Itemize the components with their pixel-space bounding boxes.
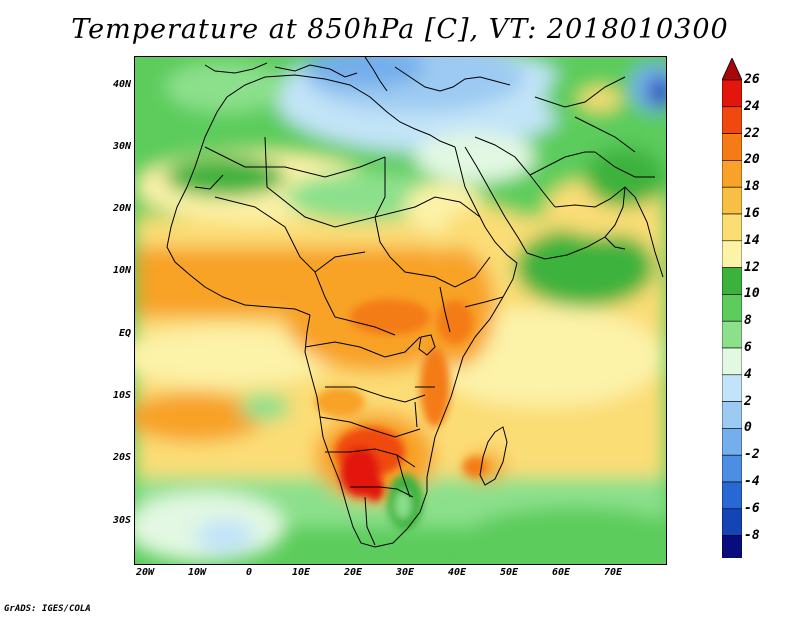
colorbar-label: 12 [744, 259, 760, 275]
colorbar [722, 58, 742, 558]
colorbar-swatch [722, 186, 742, 215]
colorbar-swatch [722, 294, 742, 322]
lat-label-10s: 10S [112, 390, 131, 401]
colorbar-swatch [722, 213, 742, 242]
lat-label-20s: 20S [112, 452, 131, 463]
lon-label-70e: 70E [603, 567, 623, 578]
colorbar-label: 22 [744, 125, 760, 141]
colorbar-swatch [722, 347, 742, 376]
colorbar-swatch [722, 454, 742, 483]
colorbar-label: 6 [744, 340, 752, 355]
lon-label-50e: 50E [499, 567, 519, 578]
colorbar-swatch [722, 508, 742, 536]
grads-credit: GrADS: IGES/COLA [4, 604, 91, 614]
colorbar-top-arrow [722, 58, 742, 81]
colorbar-label: 18 [744, 179, 760, 195]
map-field [135, 57, 666, 564]
lon-label-20w: 20W [135, 567, 155, 578]
colorbar-label: 2 [744, 393, 752, 409]
lat-label-30n: 30N [112, 141, 131, 152]
lon-label-40e: 40E [447, 567, 467, 578]
colorbar-label: 0 [744, 420, 752, 436]
colorbar-swatch [722, 428, 742, 456]
lat-label-10n: 10N [112, 265, 131, 276]
colorbar-swatch [722, 401, 742, 429]
colorbar-label: 14 [744, 232, 760, 248]
colorbar-label: 8 [744, 313, 752, 329]
colorbar-swatch [722, 106, 742, 134]
lon-label-60e: 60E [551, 567, 571, 578]
lon-label-10w: 10W [187, 567, 207, 578]
temperature-map[interactable] [134, 56, 667, 565]
lat-label-20n: 20N [112, 203, 131, 214]
lat-label-30s: 30S [112, 515, 131, 526]
colorbar-label: 10 [744, 286, 760, 302]
colorbar-swatch [722, 133, 742, 161]
colorbar-label: 20 [744, 152, 760, 168]
lat-label-40n: 40N [112, 79, 131, 90]
colorbar-swatch [722, 267, 742, 295]
colorbar-label: 24 [744, 98, 760, 114]
colorbar-label: 16 [744, 206, 760, 221]
lat-label-eq: EQ [118, 328, 131, 339]
colorbar-swatch [722, 160, 742, 188]
colorbar-swatch [722, 240, 742, 268]
map-title: Temperature at 850hPa [C], VT: 201801030… [71, 14, 729, 45]
lon-label-0: 0 [245, 567, 253, 578]
colorbar-swatch [722, 374, 742, 402]
colorbar-label: 26 [744, 72, 760, 87]
colorbar-swatch [722, 535, 742, 558]
colorbar-label: -8 [744, 527, 760, 543]
colorbar-label: 4 [744, 366, 752, 382]
colorbar-swatch [722, 79, 742, 108]
colorbar-label: -2 [744, 447, 760, 463]
colorbar-swatch [722, 481, 742, 510]
lon-label-30e: 30E [395, 567, 415, 578]
colorbar-label: -6 [744, 500, 760, 516]
colorbar-swatch [722, 320, 742, 349]
colorbar-label: -4 [744, 474, 760, 489]
lon-label-20e: 20E [343, 567, 363, 578]
lon-label-10e: 10E [291, 567, 311, 578]
